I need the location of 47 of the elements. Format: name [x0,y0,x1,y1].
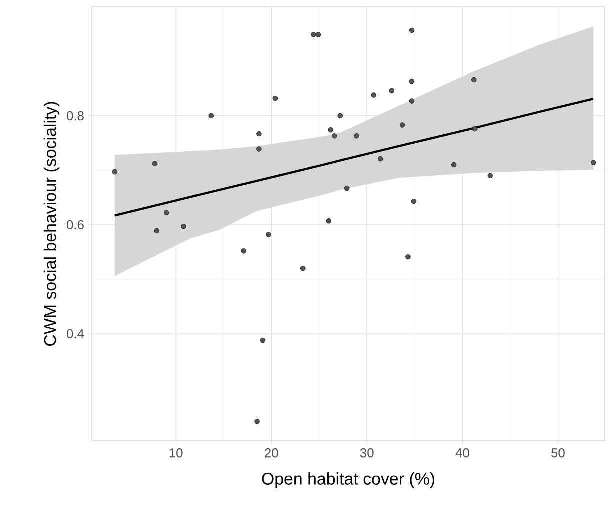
point [272,96,278,102]
point [256,146,262,152]
point [326,218,332,224]
y-tick-label: 0.6 [66,220,84,230]
point [266,232,272,238]
point [409,28,415,34]
point [344,186,350,192]
point [409,98,415,104]
point [389,88,395,94]
x-tick-label: 10 [170,448,183,458]
point [260,338,266,344]
x-tick-label: 50 [552,448,565,458]
point [371,92,376,98]
point [378,156,384,162]
point [164,210,170,216]
line-series [114,98,595,217]
point [241,248,246,254]
point [256,131,262,137]
point [338,113,343,119]
point [472,77,477,83]
y-tick-label: 0.8 [66,111,84,121]
point [451,162,457,168]
point [409,79,415,84]
point [328,128,334,133]
y-axis-title: CWM social behaviour (sociality) [44,102,60,346]
x-tick-label: 20 [265,448,278,458]
point [152,161,158,167]
point [488,173,493,179]
point [332,134,338,139]
y-tick-label: 0.4 [66,329,84,339]
point [311,32,316,38]
x-tick-label: 30 [360,448,374,458]
point [154,228,160,234]
x-axis-title: Open habitat cover (%) [262,472,435,488]
point [112,170,118,175]
point [181,224,186,230]
point [316,32,322,38]
point [300,266,306,272]
point [254,419,260,424]
point [406,254,411,260]
point [354,134,360,139]
point [472,126,478,132]
point [590,160,596,166]
point [208,113,214,119]
x-tick-label: 40 [456,448,470,458]
point [400,122,406,128]
point [411,198,417,204]
